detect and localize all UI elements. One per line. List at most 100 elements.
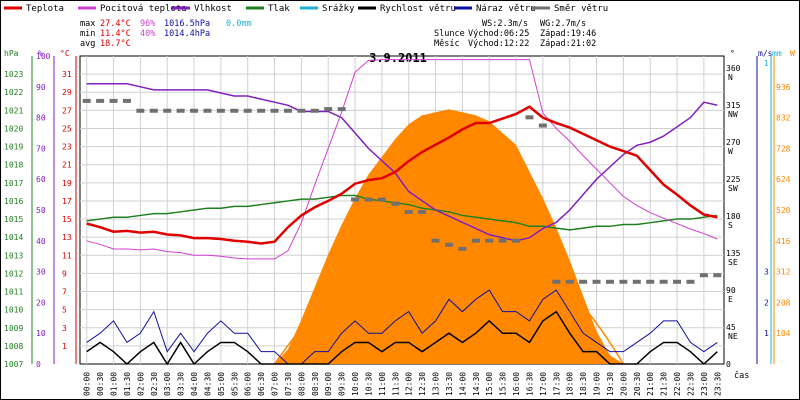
tick-humidity: 20 bbox=[36, 298, 46, 307]
x-tick-label: 01:00 bbox=[110, 372, 119, 396]
wind-dir-mark bbox=[646, 279, 655, 284]
legend-item-pocitova: Pocitová teplota bbox=[78, 4, 187, 14]
wind-dir-mark bbox=[605, 279, 614, 284]
x-tick-label: 18:30 bbox=[579, 372, 588, 396]
x-tick-label: 23:30 bbox=[713, 372, 722, 396]
x-tick-label: 13:00 bbox=[432, 372, 441, 396]
x-tick-label: 14:00 bbox=[458, 372, 467, 396]
wind-dir-mark bbox=[82, 98, 91, 103]
x-tick-label: 22:30 bbox=[686, 372, 695, 396]
wind-dir-mark bbox=[686, 279, 695, 284]
x-tick-label: 13:30 bbox=[445, 372, 454, 396]
x-tick-label: 18:00 bbox=[566, 372, 575, 396]
x-tick-label: 16:30 bbox=[525, 372, 534, 396]
tick-humidity: 10 bbox=[36, 329, 46, 338]
tick-wind: 2 bbox=[764, 298, 769, 307]
axis-solar-title: W bbox=[790, 49, 795, 58]
x-tick-label: 06:30 bbox=[257, 372, 266, 396]
tick-humidity: 50 bbox=[36, 206, 46, 215]
x-tick-label: 05:00 bbox=[217, 372, 226, 396]
wind-dir-mark bbox=[149, 108, 158, 113]
wind-dir-mark bbox=[257, 108, 266, 113]
legend-label: Tlak bbox=[268, 4, 290, 14]
tick-pressure: 1013 bbox=[4, 251, 23, 260]
stats-avg-temp: 18.7°C bbox=[100, 39, 131, 49]
wind-dir-mark bbox=[699, 273, 708, 278]
tick-temp: 7 bbox=[62, 288, 67, 297]
series-pressure-line bbox=[86, 194, 718, 231]
wind-dir-mark bbox=[190, 108, 199, 113]
tick-temp: 11 bbox=[62, 251, 72, 260]
x-tick-label: 16:00 bbox=[512, 372, 521, 396]
tick-pressure: 1019 bbox=[4, 143, 23, 152]
x-tick-label: 07:30 bbox=[284, 372, 293, 396]
tick-humidity: 40 bbox=[36, 237, 46, 246]
tick-direction-label: S bbox=[728, 221, 733, 230]
wind-dir-mark bbox=[230, 108, 239, 113]
x-tick-label: 07:00 bbox=[271, 372, 280, 396]
x-tick-label: 00:30 bbox=[96, 372, 105, 396]
wind-dir-mark bbox=[418, 209, 427, 214]
wind-ws: WS:2.3m/s bbox=[482, 19, 528, 29]
axis-direction-title: ° bbox=[730, 49, 735, 58]
series-speed-line bbox=[86, 310, 718, 366]
wind-dir-mark bbox=[324, 107, 333, 112]
x-tick-label: 09:30 bbox=[338, 372, 347, 396]
legend-item-naraz: Náraz větru bbox=[454, 4, 536, 14]
wind-dir-mark bbox=[538, 123, 547, 128]
wind-wg: WG:2.7m/s bbox=[540, 19, 586, 29]
tick-humidity: 70 bbox=[36, 144, 46, 153]
tick-pressure: 1015 bbox=[4, 215, 23, 224]
tick-temp: 19 bbox=[62, 179, 72, 188]
tick-humidity: 80 bbox=[36, 114, 46, 123]
series-gust-line bbox=[86, 289, 718, 365]
tick-solar: 208 bbox=[776, 298, 791, 307]
legend-label: Rychlost větru bbox=[380, 4, 456, 14]
legend-label: Pocitová teplota bbox=[100, 4, 187, 14]
moon-label: Měsíc bbox=[434, 39, 460, 49]
wind-dir-mark bbox=[431, 238, 440, 243]
stats-max-hum: 96% bbox=[140, 19, 155, 29]
sun-arc bbox=[273, 229, 625, 365]
tick-solar: 104 bbox=[776, 329, 791, 338]
wind-dir-mark bbox=[176, 108, 185, 113]
axis-humidity-title: % bbox=[38, 49, 43, 58]
tick-rain: 1 bbox=[764, 59, 769, 68]
wind-dir-mark bbox=[713, 273, 722, 278]
x-tick-label: 00:00 bbox=[83, 372, 92, 396]
tick-temp: 29 bbox=[62, 88, 72, 97]
stats-min-press: 1014.4hPa bbox=[164, 29, 210, 39]
x-tick-label: 19:30 bbox=[606, 372, 615, 396]
tick-direction: 90 bbox=[726, 286, 736, 295]
wind-dir-mark bbox=[512, 238, 521, 243]
wind-dir-mark bbox=[310, 108, 319, 113]
moon-rise: Východ:12:22 bbox=[468, 39, 529, 49]
x-tick-label: 21:00 bbox=[646, 372, 655, 396]
tick-pressure: 1014 bbox=[4, 233, 23, 242]
tick-humidity: 60 bbox=[36, 175, 46, 184]
tick-humidity: 30 bbox=[36, 268, 46, 277]
axis-wind-title: m/s bbox=[758, 49, 773, 58]
tick-direction-label: W bbox=[728, 147, 733, 156]
tick-temp: 25 bbox=[62, 124, 72, 133]
tick-direction: 135 bbox=[726, 249, 741, 258]
x-tick-label: 19:00 bbox=[593, 372, 602, 396]
stats-max-temp: 27.4°C bbox=[100, 19, 131, 29]
legend-item-tlak: Tlak bbox=[246, 4, 290, 14]
x-tick-label: 12:30 bbox=[418, 372, 427, 396]
x-tick-label: 02:30 bbox=[150, 372, 159, 396]
sun-label: Slunce bbox=[434, 29, 465, 39]
x-tick-label: 15:00 bbox=[485, 372, 494, 396]
tick-direction: 180 bbox=[726, 212, 741, 221]
x-tick-label: 01:30 bbox=[123, 372, 132, 396]
wind-dir-mark bbox=[377, 197, 386, 202]
tick-pressure: 1022 bbox=[4, 88, 23, 97]
wind-dir-mark bbox=[337, 107, 346, 112]
stats-max-press: 1016.5hPa bbox=[164, 19, 210, 29]
series-feel-line bbox=[86, 59, 718, 260]
x-tick-label: 03:30 bbox=[177, 372, 186, 396]
tick-temp: 15 bbox=[62, 215, 72, 224]
tick-temp: 3 bbox=[62, 324, 67, 333]
x-tick-label: 17:30 bbox=[552, 372, 561, 396]
